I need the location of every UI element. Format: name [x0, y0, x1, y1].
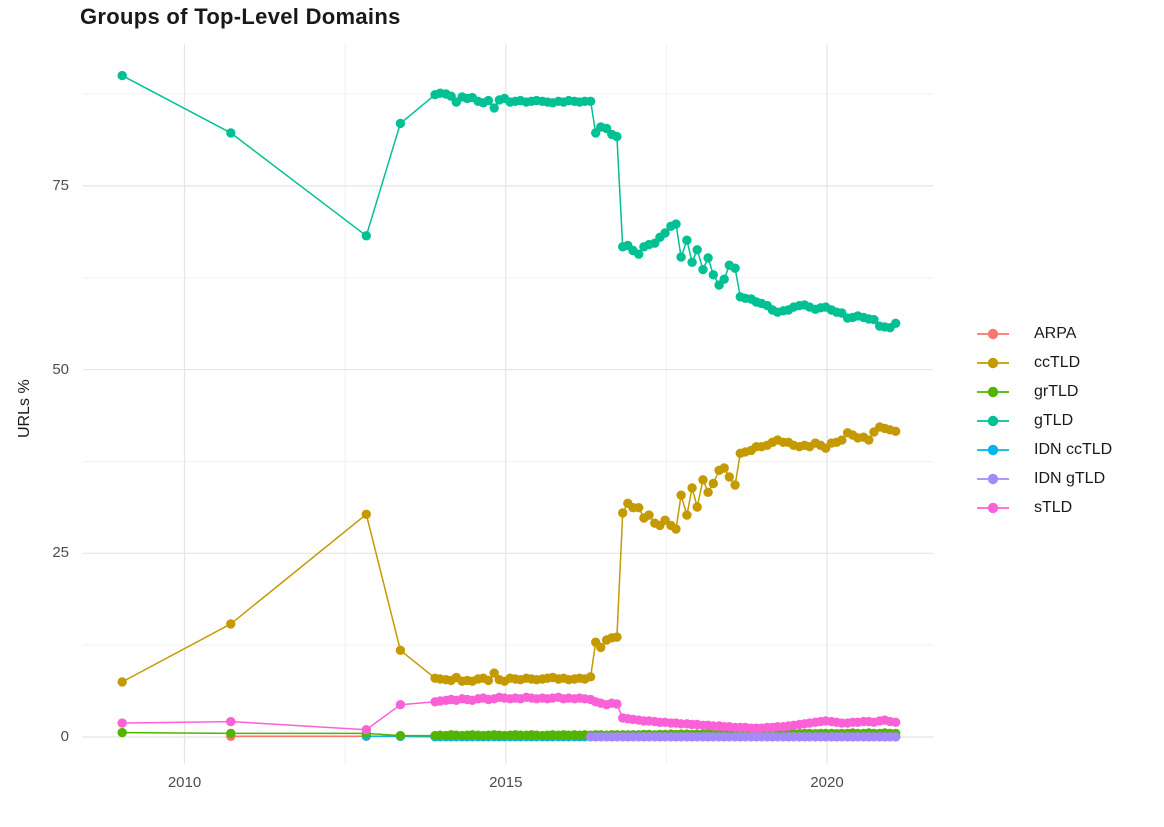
legend: ARPA ccTLD grTLD gTLD IDN ccTLD IDN gTLD sTLD: [976, 319, 1112, 522]
legend-item-gtld: gTLD: [976, 406, 1112, 435]
x-tick-label-2010: 2010: [167, 774, 202, 791]
legend-key-icon: [977, 328, 1009, 339]
chart-title: Groups of Top-Level Domains: [80, 4, 401, 29]
legend-item-label: grTLD: [1034, 382, 1079, 400]
series-points-cctld: [117, 422, 901, 687]
legend-item-label: ARPA: [1034, 324, 1077, 342]
series-cctld: [117, 422, 901, 687]
y-tick-label-50: 50: [52, 360, 69, 378]
legend-key-icon: [977, 415, 1009, 426]
y-tick-label-25: 25: [52, 544, 69, 562]
series-points-stld: [117, 692, 901, 735]
legend-item-cctld: ccTLD: [976, 348, 1112, 377]
legend-key-icon: [977, 502, 1009, 513]
series-line-gtld: [121, 74, 897, 329]
y-axis-title: URLs %: [16, 379, 33, 438]
major-gridlines: [83, 44, 933, 764]
legend-item-label: ccTLD: [1034, 353, 1081, 371]
legend-item-label: sTLD: [1034, 498, 1073, 516]
legend-item-idn-cctld: IDN ccTLD: [976, 435, 1112, 464]
series-line-cctld: [121, 426, 896, 683]
x-tick-label-2015: 2015: [489, 774, 523, 791]
legend-key-icon: [977, 473, 1009, 484]
legend-key-icon: [977, 444, 1009, 455]
legend-item-label: IDN gTLD: [1034, 469, 1106, 487]
legend-item-stld: sTLD: [976, 493, 1112, 522]
series-stld: [117, 692, 901, 735]
series-gtld: [117, 70, 901, 333]
minor-gridlines: [83, 44, 933, 764]
legend-key-icon: [977, 386, 1009, 397]
series-points-gtld: [117, 70, 901, 333]
x-tick-label-2020: 2020: [810, 774, 844, 791]
legend-item-arpa: ARPA: [976, 319, 1112, 348]
y-tick-label-0: 0: [60, 728, 69, 746]
legend-item-label: IDN ccTLD: [1034, 440, 1113, 458]
legend-key-icon: [977, 357, 1009, 368]
series-points-idn-gtld: [585, 732, 901, 742]
legend-item-grtld: grTLD: [976, 377, 1112, 406]
legend-item-idn-gtld: IDN gTLD: [976, 464, 1112, 493]
series-idn-gtld: [585, 732, 901, 742]
legend-item-label: gTLD: [1034, 411, 1074, 429]
y-tick-label-75: 75: [52, 176, 69, 194]
